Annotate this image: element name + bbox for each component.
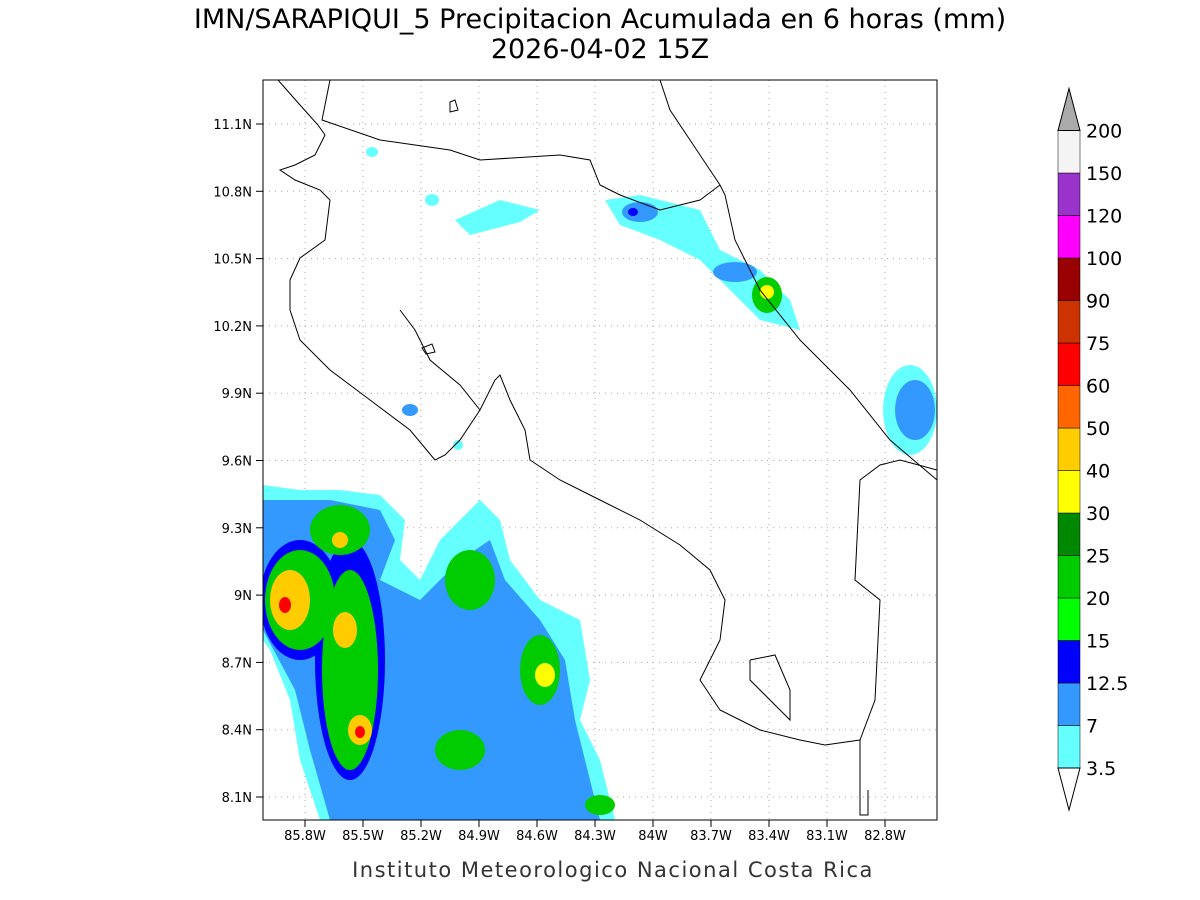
title: IMN/SARAPIQUI_5 Precipitacion Acumulada … — [194, 4, 1006, 35]
colorbar-label: 30 — [1086, 503, 1110, 525]
lat-label: 10.5N — [213, 253, 252, 268]
colorbar-label: 40 — [1086, 461, 1110, 483]
colorbar-label: 7 — [1086, 716, 1098, 738]
colorbar-segment — [1057, 682, 1081, 726]
coastlines — [277, 80, 937, 816]
lon-label: 84.9W — [458, 829, 500, 844]
lon-label: 85.2W — [400, 829, 442, 844]
lon-label: 84.3W — [574, 829, 616, 844]
colorbar-segment — [1057, 130, 1081, 174]
colorbar-segment — [1057, 512, 1081, 556]
lat-label: 9.9N — [222, 387, 252, 402]
lon-label: 83.7W — [690, 829, 732, 844]
lat-label: 10.2N — [213, 320, 252, 335]
colorbar-segment — [1057, 640, 1081, 684]
lon-label: 83.4W — [748, 829, 790, 844]
colorbar-segment — [1057, 555, 1081, 599]
colorbar-label: 90 — [1086, 291, 1110, 313]
colorbar-label: 120 — [1086, 206, 1122, 228]
lat-label: 8.1N — [222, 791, 252, 806]
colorbar-segment — [1057, 597, 1081, 641]
colorbar-label: 3.5 — [1086, 758, 1116, 780]
lat-label: 9N — [234, 589, 252, 604]
lon-label: 85.5W — [342, 829, 384, 844]
lat-label: 10.8N — [213, 185, 252, 200]
rain-band-north — [366, 147, 937, 455]
colorbar-segment — [1057, 725, 1081, 769]
colorbar-label: 25 — [1086, 546, 1110, 568]
colorbar-label: 50 — [1086, 418, 1110, 440]
colorbar-segment — [1057, 215, 1081, 259]
colorbar-segment — [1057, 427, 1081, 471]
colorbar-segment — [1057, 172, 1081, 216]
colorbar-label: 20 — [1086, 588, 1110, 610]
lat-label: 8.4N — [222, 724, 252, 739]
lat-label: 9.3N — [222, 522, 252, 537]
lat-label: 8.7N — [222, 656, 252, 671]
lat-label: 9.6N — [222, 455, 252, 470]
precip-field — [263, 80, 937, 820]
colorbar-label: 12.5 — [1086, 673, 1128, 695]
lon-label: 84.6W — [516, 829, 558, 844]
colorbar-over — [1057, 86, 1081, 131]
colorbar-label: 60 — [1086, 376, 1110, 398]
lon-label: 82.8W — [864, 829, 906, 844]
footer: Instituto Meteorologico Nacional Costa R… — [352, 858, 874, 882]
colorbar-segment — [1057, 300, 1081, 344]
lon-label: 83.1W — [806, 829, 848, 844]
lon-label: 84W — [638, 829, 668, 844]
colorbar: 3.5 7 12.5 15 20 25 30 40 50 60 75 90 100 120 150 200 — [1057, 86, 1128, 812]
subtitle: 2026-04-02 15Z — [491, 34, 709, 65]
plot-frame — [262, 79, 938, 821]
lat-label: 11.1N — [213, 118, 252, 133]
colorbar-label: 150 — [1086, 163, 1122, 185]
lon-label: 85.8W — [284, 829, 326, 844]
colorbar-segment — [1057, 385, 1081, 429]
colorbar-segment — [1057, 342, 1081, 386]
colorbar-label: 100 — [1086, 248, 1122, 270]
colorbar-label: 200 — [1086, 121, 1122, 143]
colorbar-segment — [1057, 470, 1081, 514]
colorbar-label: 75 — [1086, 333, 1110, 355]
colorbar-segment — [1057, 257, 1081, 301]
colorbar-label: 15 — [1086, 631, 1110, 653]
rain-cluster-sw — [263, 485, 615, 820]
colorbar-under — [1057, 767, 1081, 812]
